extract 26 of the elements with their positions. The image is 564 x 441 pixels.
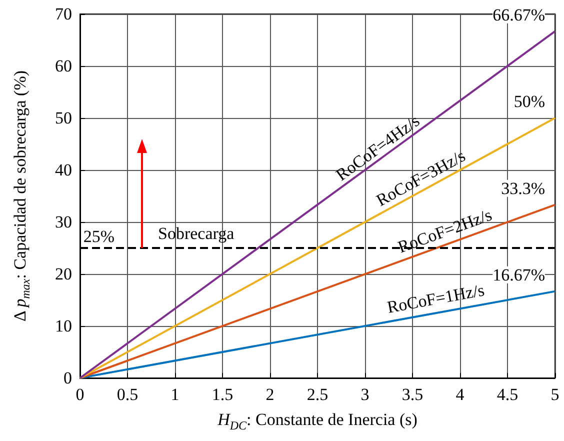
x-tick-label: 0.5	[116, 385, 138, 404]
y-tick-label: 0	[64, 368, 72, 388]
y-tick-label: 30	[55, 212, 72, 232]
x-tick-label: 0	[76, 385, 84, 404]
x-tick-label: 4.5	[496, 385, 518, 404]
x-tick-label: 3.5	[402, 385, 424, 404]
data-label: 66.67%	[492, 5, 545, 24]
y-tick-label: 10	[55, 316, 72, 336]
text: RoCoF=1Hz/s	[386, 280, 486, 317]
x-axis-title: H$_{DC}$: Constante de Inercia (s)	[218, 410, 418, 434]
data-label: 16.67%	[492, 265, 545, 284]
data-label: 33.3%	[501, 178, 545, 198]
y-tick-label: 40	[55, 160, 72, 180]
x-tick-label: 1	[170, 385, 180, 404]
y-tick-label: 50	[55, 108, 72, 128]
y-tick-label: 70	[55, 4, 72, 24]
x-tick-label: 3	[360, 385, 370, 404]
x-tick-label: 2.5	[306, 385, 328, 404]
x-tick-label: 2	[266, 385, 274, 404]
y-tick-label: 20	[55, 264, 72, 284]
y-tick-label: 60	[55, 56, 72, 76]
x-tick-label: 1.5	[212, 385, 234, 404]
x-tick-label: 4	[456, 385, 465, 404]
data-label: 50%	[514, 92, 545, 111]
x-tick-label: 5	[550, 385, 560, 404]
annotation: 25%	[83, 227, 115, 246]
